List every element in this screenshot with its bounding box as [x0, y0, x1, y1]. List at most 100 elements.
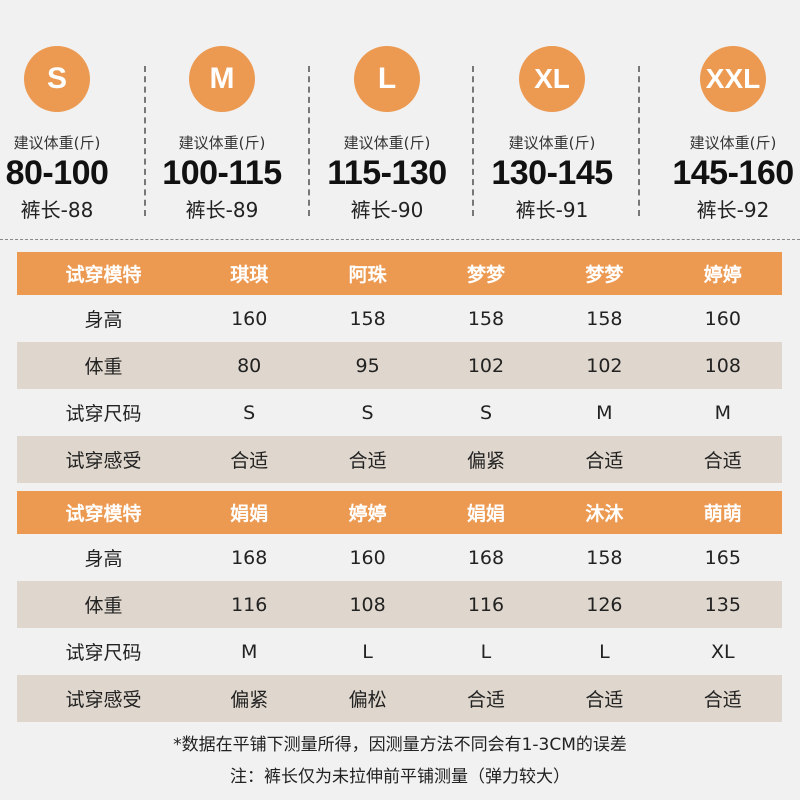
table-cell: L	[545, 628, 664, 675]
table-row: 体重 80 95 102 102 108	[17, 342, 782, 389]
weight-range: 80-100	[5, 154, 109, 192]
table-row: 试穿尺码 M L L L XL	[17, 628, 782, 675]
table-cell: 合适	[426, 675, 546, 722]
table-cell: S	[190, 389, 309, 436]
row-label: 试穿感受	[17, 436, 190, 483]
pant-length-note: 注：裤长仅为未拉伸前平铺测量（弹力较大）	[230, 767, 570, 787]
section-divider	[0, 239, 800, 240]
divider	[638, 66, 640, 216]
table-cell: 168	[190, 534, 309, 581]
header-cell: 萌萌	[663, 491, 782, 534]
weight-range: 100-115	[162, 154, 282, 192]
weight-range: 115-130	[327, 154, 447, 192]
table-header-row: 试穿模特 琪琪 阿珠 梦梦 梦梦 婷婷	[17, 252, 782, 295]
pant-length: 裤长-89	[185, 198, 259, 222]
table-row: 试穿感受 合适 合适 偏紧 合适 合适	[17, 436, 782, 483]
table-cell: L	[308, 628, 427, 675]
table-cell: 158	[308, 295, 427, 342]
measurement-note: *数据在平铺下测量所得，因测量方法不同会有1-3CM的误差	[173, 735, 627, 755]
weight-range: 145-160	[672, 154, 794, 192]
table-cell: 116	[190, 581, 309, 628]
header-cell: 试穿模特	[17, 491, 190, 534]
divider	[144, 66, 146, 216]
header-cell: 沐沐	[545, 491, 664, 534]
table-cell: 合适	[663, 675, 782, 722]
table-cell: 158	[545, 295, 664, 342]
table-cell: M	[190, 628, 309, 675]
header-cell: 婷婷	[308, 491, 427, 534]
size-badge: S	[24, 46, 90, 112]
table-cell: 102	[545, 342, 664, 389]
row-label: 身高	[17, 534, 190, 581]
row-label: 试穿尺码	[17, 389, 190, 436]
header-cell: 梦梦	[426, 252, 546, 295]
weight-label: 建议体重(斤)	[343, 134, 431, 152]
size-badge: L	[354, 46, 420, 112]
table-cell: 合适	[545, 436, 664, 483]
table-cell: 偏松	[308, 675, 427, 722]
table-cell: 108	[308, 581, 427, 628]
fit-table-1: 试穿模特 琪琪 阿珠 梦梦 梦梦 婷婷 身高 160 158 158 158 1…	[17, 252, 782, 483]
row-label: 试穿感受	[17, 675, 190, 722]
table-cell: 102	[426, 342, 546, 389]
table-cell: M	[663, 389, 782, 436]
table-row: 体重 116 108 116 126 135	[17, 581, 782, 628]
pant-length: 裤长-90	[350, 198, 424, 222]
header-cell: 琪琪	[190, 252, 309, 295]
table-cell: 合适	[663, 436, 782, 483]
table-cell: 合适	[190, 436, 309, 483]
weight-label: 建议体重(斤)	[13, 134, 101, 152]
table-cell: 135	[663, 581, 782, 628]
pant-length: 裤长-92	[696, 198, 770, 222]
size-badge: XXL	[700, 46, 766, 112]
pant-length: 裤长-88	[20, 198, 94, 222]
header-cell: 试穿模特	[17, 252, 190, 295]
table-cell: 168	[426, 534, 546, 581]
header-cell: 阿珠	[308, 252, 427, 295]
row-label: 体重	[17, 342, 190, 389]
size-col-xxl: XXL 建议体重(斤) 145-160 裤长-92	[653, 46, 800, 224]
size-col-l: L 建议体重(斤) 115-130 裤长-90	[307, 46, 467, 224]
weight-label: 建议体重(斤)	[178, 134, 266, 152]
table-cell: 偏紧	[426, 436, 546, 483]
table-header-row: 试穿模特 娟娟 婷婷 娟娟 沐沐 萌萌	[17, 491, 782, 534]
table-row: 身高 160 158 158 158 160	[17, 295, 782, 342]
weight-label: 建议体重(斤)	[508, 134, 596, 152]
size-col-m: M 建议体重(斤) 100-115 裤长-89	[142, 46, 302, 224]
weight-range: 130-145	[491, 154, 613, 192]
divider	[472, 66, 474, 216]
header-cell: 婷婷	[663, 252, 782, 295]
table-cell: 165	[663, 534, 782, 581]
header-cell: 娟娟	[426, 491, 546, 534]
size-badge: XL	[519, 46, 585, 112]
row-label: 试穿尺码	[17, 628, 190, 675]
table-cell: 80	[190, 342, 309, 389]
table-cell: L	[426, 628, 546, 675]
table-row: 试穿尺码 S S S M M	[17, 389, 782, 436]
size-col-xl: XL 建议体重(斤) 130-145 裤长-91	[472, 46, 632, 224]
fit-table-2: 试穿模特 娟娟 婷婷 娟娟 沐沐 萌萌 身高 168 160 168 158 1…	[17, 491, 782, 722]
table-cell: 160	[308, 534, 427, 581]
table-cell: S	[308, 389, 427, 436]
table-cell: 116	[426, 581, 546, 628]
pant-length: 裤长-91	[515, 198, 589, 222]
table-cell: 95	[308, 342, 427, 389]
size-badge: M	[189, 46, 255, 112]
table-cell: 160	[663, 295, 782, 342]
table-cell: 126	[545, 581, 664, 628]
table-cell: S	[426, 389, 546, 436]
row-label: 体重	[17, 581, 190, 628]
table-cell: 合适	[545, 675, 664, 722]
row-label: 身高	[17, 295, 190, 342]
table-row: 身高 168 160 168 158 165	[17, 534, 782, 581]
table-cell: XL	[663, 628, 782, 675]
table-cell: 合适	[308, 436, 427, 483]
header-cell: 娟娟	[190, 491, 309, 534]
table-row: 试穿感受 偏紧 偏松 合适 合适 合适	[17, 675, 782, 722]
header-cell: 梦梦	[545, 252, 664, 295]
size-guide: S 建议体重(斤) 80-100 裤长-88 M 建议体重(斤) 100-115…	[0, 0, 800, 240]
table-cell: 160	[190, 295, 309, 342]
divider	[308, 66, 310, 216]
weight-label: 建议体重(斤)	[689, 134, 777, 152]
table-cell: 158	[426, 295, 546, 342]
